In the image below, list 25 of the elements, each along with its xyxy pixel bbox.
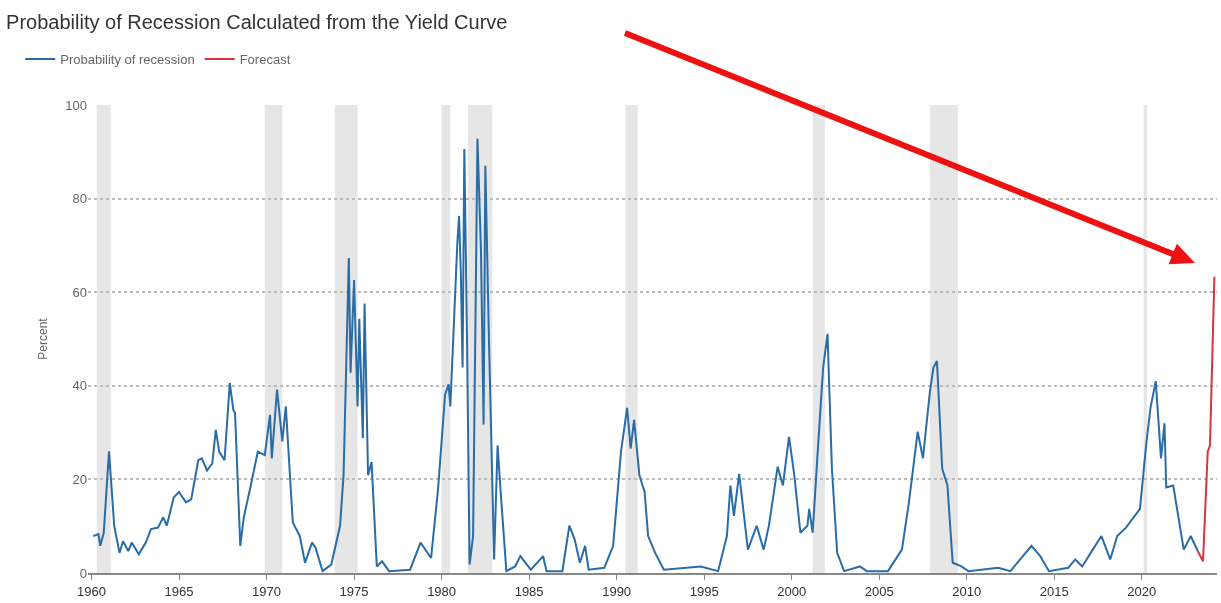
legend-label: Probability of recession	[60, 52, 195, 68]
x-tick-label: 1995	[689, 583, 719, 599]
y-tick-label: 80	[72, 191, 87, 207]
line-series	[1196, 275, 1216, 563]
x-tick-label: 2010	[952, 583, 982, 599]
x-tick-label: 2015	[1039, 583, 1069, 599]
x-tick-label: 2005	[864, 583, 894, 599]
x-tick-label: 1965	[164, 583, 194, 599]
y-tick-label: 20	[72, 471, 87, 487]
x-tick-label: 1960	[77, 583, 106, 599]
x-tick-label: 1990	[602, 583, 632, 599]
x-tick-label: 1970	[252, 583, 281, 599]
y-tick-label: 60	[72, 284, 87, 300]
chart-title: Probability of Recession Calculated from the Yield Curve	[6, 11, 508, 34]
y-tick-label: 0	[79, 565, 87, 581]
x-tick-label: 1985	[514, 583, 544, 599]
legend-label: Forecast	[239, 52, 291, 68]
x-tick-label: 1975	[339, 583, 369, 599]
y-tick-label: 100	[65, 97, 87, 113]
y-tick-label: 40	[72, 378, 87, 394]
x-tick-label: 2000	[777, 583, 807, 599]
x-tick-label: 1980	[427, 583, 457, 599]
y-axis-title: Percent	[35, 317, 50, 360]
line-series	[92, 137, 1199, 573]
x-tick-label: 2020	[1127, 583, 1157, 599]
